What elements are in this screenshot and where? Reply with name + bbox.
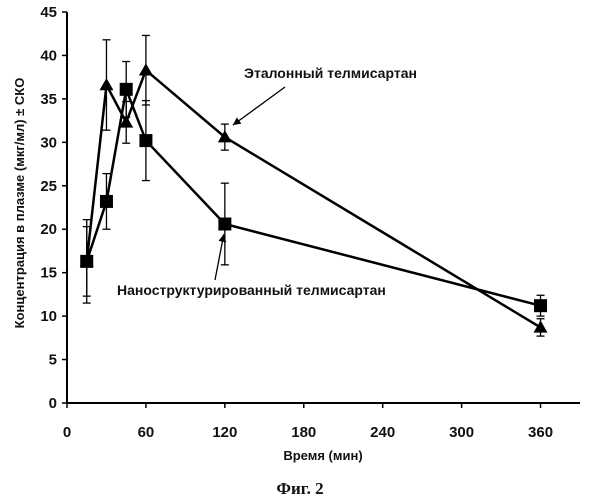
x-axis-label: Время (мин) bbox=[283, 448, 362, 463]
y-tick-label: 0 bbox=[49, 395, 57, 412]
figure-caption: Фиг. 2 bbox=[276, 479, 323, 498]
annotation-reference: Эталонный телмисартан bbox=[244, 65, 417, 81]
data-point-triangle bbox=[534, 320, 548, 332]
data-point-square bbox=[218, 218, 231, 231]
y-ticks: 0 5 10 15 20 25 30 35 40 45 bbox=[40, 4, 67, 412]
y-tick-label: 5 bbox=[49, 352, 57, 369]
x-tick-label: 300 bbox=[449, 424, 474, 441]
y-tick-label: 25 bbox=[40, 178, 57, 195]
data-point-triangle bbox=[139, 63, 153, 75]
annotation-arrow bbox=[233, 87, 285, 125]
series-nanostructured bbox=[80, 62, 547, 317]
data-point-square bbox=[139, 134, 152, 147]
y-tick-label: 30 bbox=[40, 134, 57, 151]
y-tick-label: 15 bbox=[40, 265, 57, 282]
series-line bbox=[87, 89, 541, 305]
data-point-square bbox=[534, 299, 547, 312]
annotation-arrow bbox=[215, 234, 224, 280]
x-tick-label: 360 bbox=[528, 424, 553, 441]
x-tick-label: 120 bbox=[212, 424, 237, 441]
y-axis-label: Концентрация в плазме (мкг/мл) ± СКО bbox=[12, 78, 27, 329]
y-tick-label: 10 bbox=[40, 308, 57, 325]
data-point-square bbox=[100, 195, 113, 208]
data-point-square bbox=[120, 83, 133, 96]
data-point-triangle bbox=[99, 78, 113, 90]
y-tick-label: 45 bbox=[40, 4, 57, 21]
data-point-square bbox=[80, 255, 93, 268]
y-tick-label: 40 bbox=[40, 47, 57, 64]
y-tick-label: 20 bbox=[40, 221, 57, 238]
annotation-nanostructured: Наноструктурированный телмисартан bbox=[117, 282, 386, 298]
y-tick-label: 35 bbox=[40, 91, 57, 108]
x-tick-label: 240 bbox=[370, 424, 395, 441]
x-tick-label: 0 bbox=[63, 424, 71, 441]
x-tick-label: 60 bbox=[138, 424, 155, 441]
x-ticks: 0 60 120 180 240 300 360 bbox=[63, 403, 553, 441]
x-tick-label: 180 bbox=[291, 424, 316, 441]
